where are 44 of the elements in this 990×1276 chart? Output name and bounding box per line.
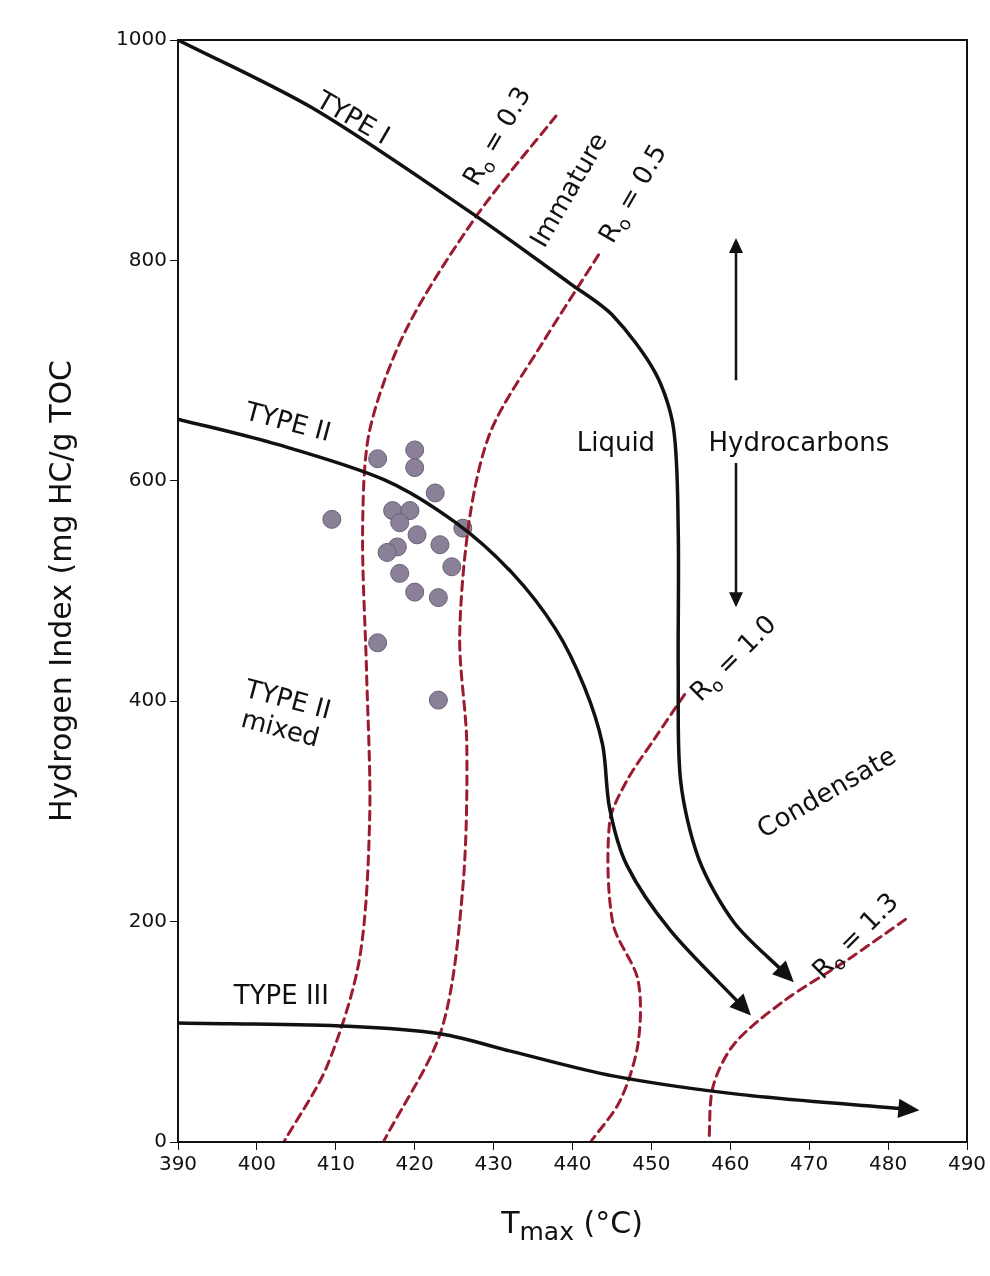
point [405,440,425,460]
point [368,633,388,653]
x-tick-label: 470 [790,1151,829,1176]
point [425,483,445,503]
y-tick-label: 400 [128,687,167,712]
y-axis-title: Hydrogen Index (mg HC/g TOC [42,359,78,823]
point [407,525,427,545]
x-tick-label: 440 [553,1151,592,1176]
y-tick-label: 200 [128,907,167,932]
x-tick-label: 490 [947,1151,987,1176]
x-axis-title: T$_{max}$ (°C) [501,1204,643,1246]
annotation: Hydrocarbons [708,427,890,458]
y-tick-label: 0 [154,1128,167,1153]
x-tick-label: 480 [869,1151,908,1176]
annotation: TYPE II mixed [238,672,335,753]
x-tick-label: 420 [395,1151,434,1176]
y-tick-label: 1000 [116,26,167,51]
annotation: TYPE III [232,980,329,1011]
x-tick-label: 400 [237,1151,276,1176]
line-series [589,693,687,1142]
x-tick-label: 410 [316,1151,355,1176]
point [428,690,448,710]
y-tick-label: 600 [128,467,167,491]
annotation: TYPE II [241,395,335,448]
point [405,458,425,478]
x-tick-label: 390 [158,1151,198,1176]
point [430,535,450,555]
annotation: Liquid [576,427,656,458]
point [442,557,462,577]
point [322,509,342,529]
point [428,588,448,608]
x-tick-label: 430 [474,1151,513,1176]
x-tick-label: 460 [711,1151,750,1176]
point [390,563,410,583]
annotation: Ro = 0.3 [456,81,537,191]
point [405,582,425,602]
x-tick-label: 450 [632,1151,671,1176]
annotation: Ro = 1.3 [805,886,905,985]
point [377,542,397,562]
point [368,449,388,469]
point [390,513,410,533]
y-tick-label: 800 [128,246,167,271]
point [400,501,420,521]
annotation: Ro = 1.0 [683,608,782,707]
